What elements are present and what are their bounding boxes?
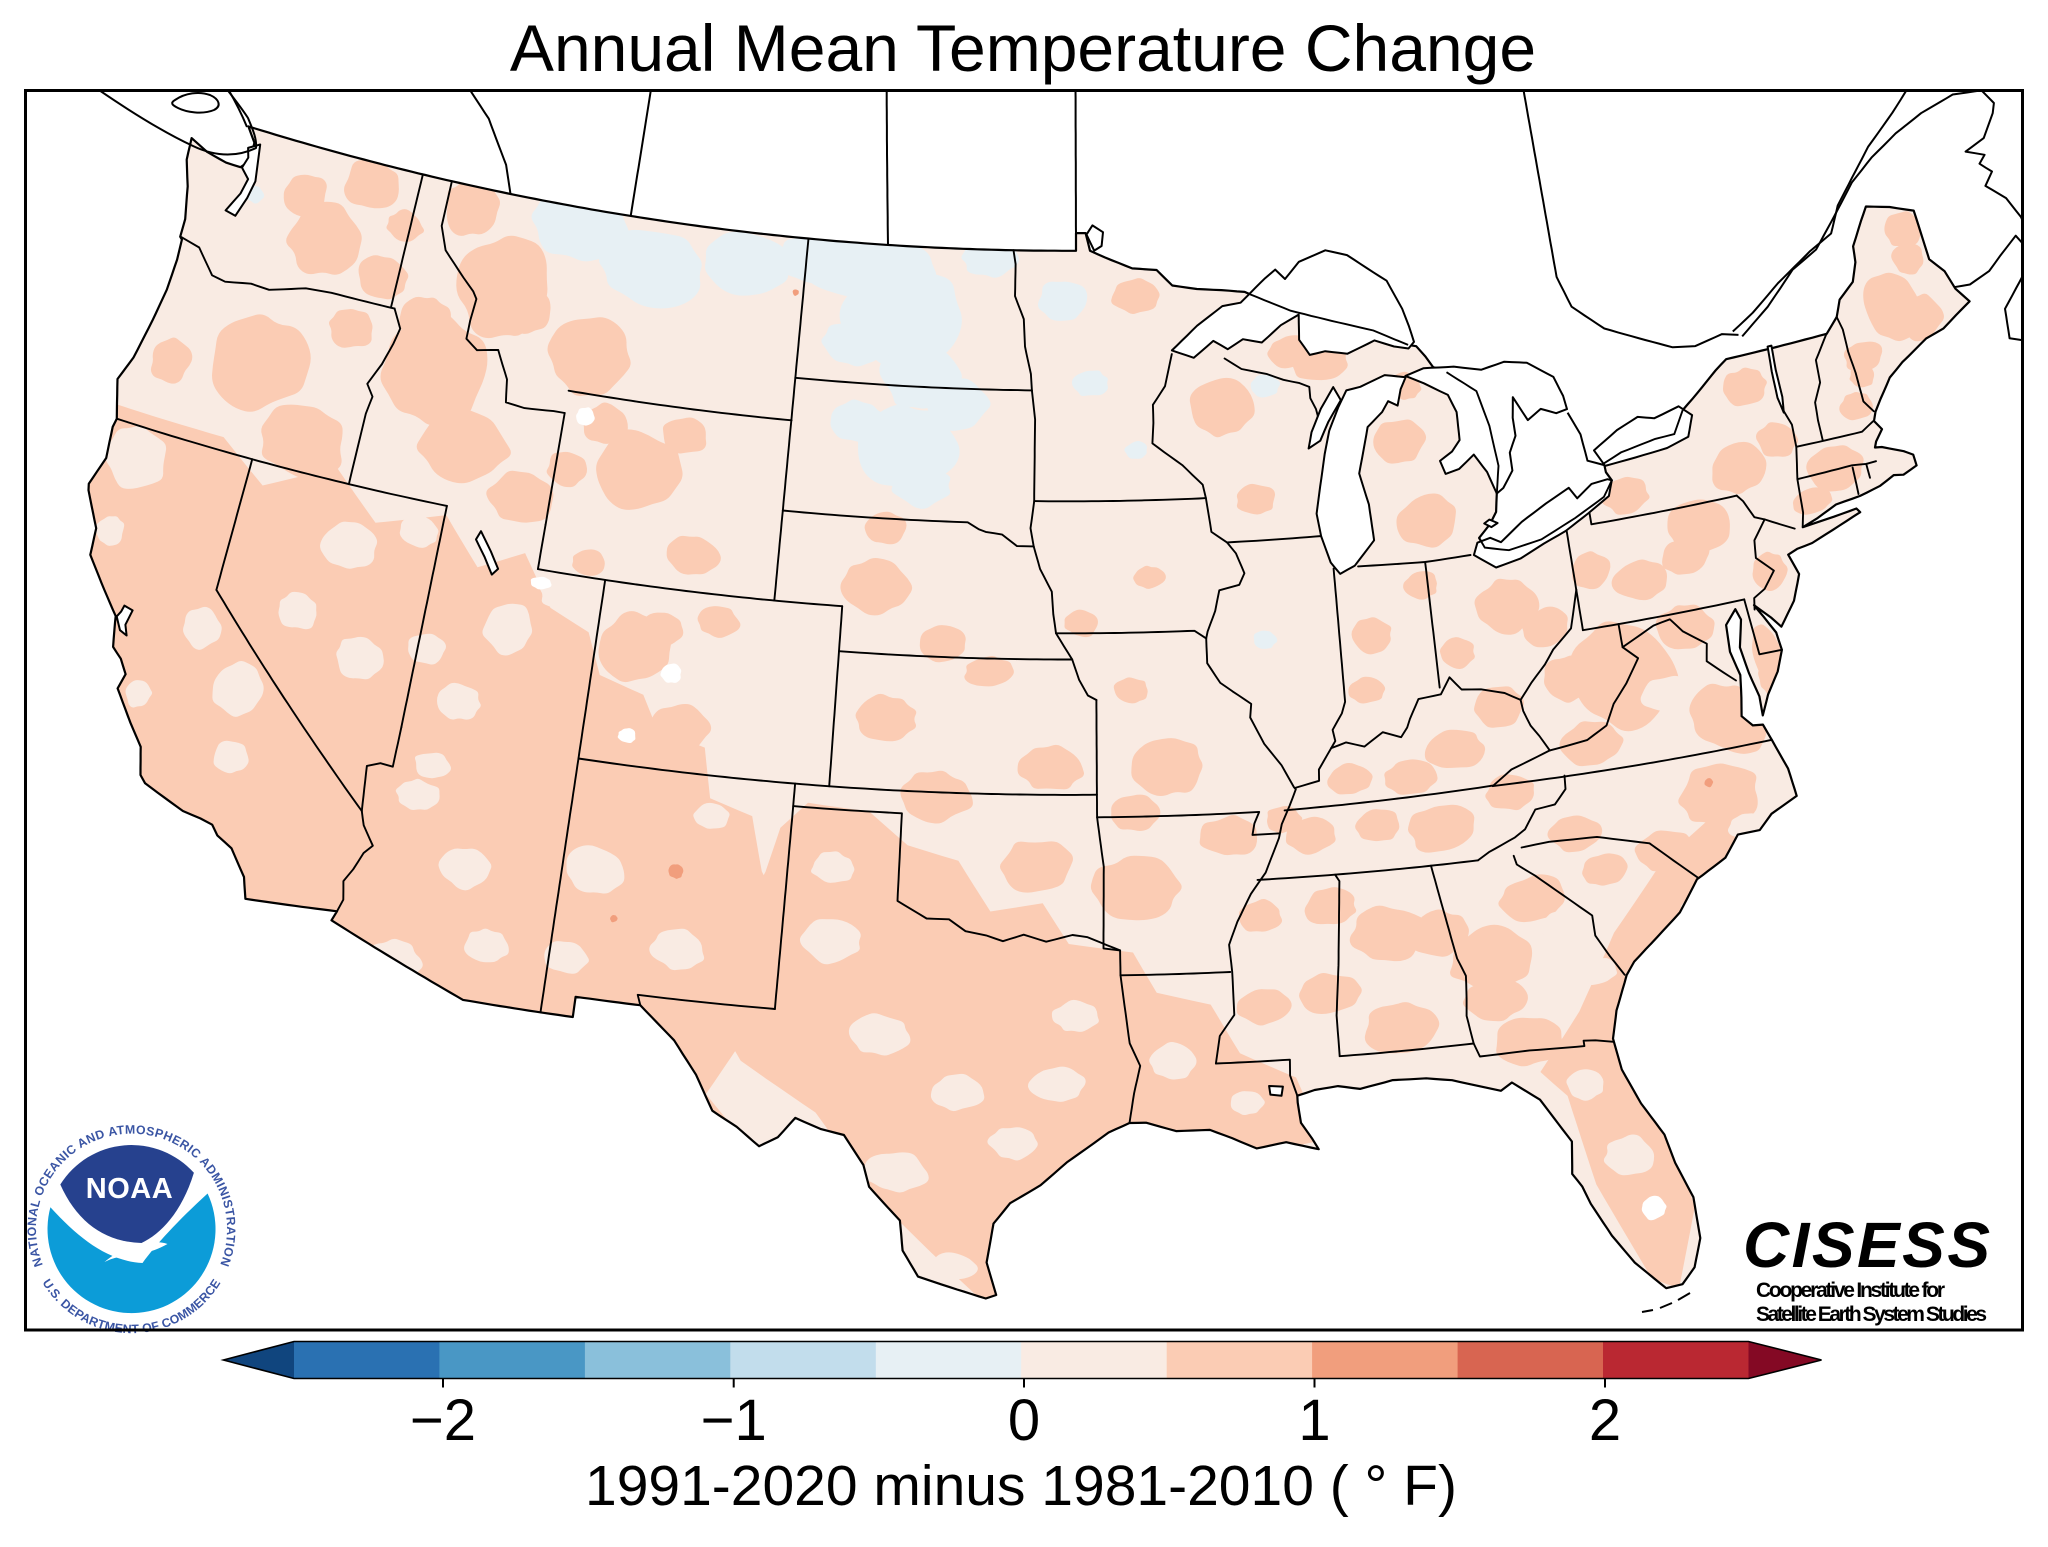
svg-text:CISESS: CISESS bbox=[1743, 1209, 1990, 1281]
svg-text:1: 1 bbox=[1298, 1388, 1330, 1453]
svg-text:Annual Mean Temperature Change: Annual Mean Temperature Change bbox=[510, 11, 1536, 85]
svg-text:NOAA: NOAA bbox=[86, 1173, 173, 1205]
svg-text:Satellite Earth System Studies: Satellite Earth System Studies bbox=[1756, 1303, 1987, 1326]
svg-text:−1: −1 bbox=[701, 1388, 767, 1453]
svg-text:−2: −2 bbox=[410, 1388, 476, 1453]
svg-text:Cooperative Institute for: Cooperative Institute for bbox=[1756, 1279, 1945, 1302]
svg-text:1991-2020 minus 1981-2010 ( °: 1991-2020 minus 1981-2010 ( ° F) bbox=[585, 1454, 1457, 1518]
svg-text:2: 2 bbox=[1589, 1388, 1621, 1453]
svg-text:0: 0 bbox=[1008, 1388, 1040, 1453]
